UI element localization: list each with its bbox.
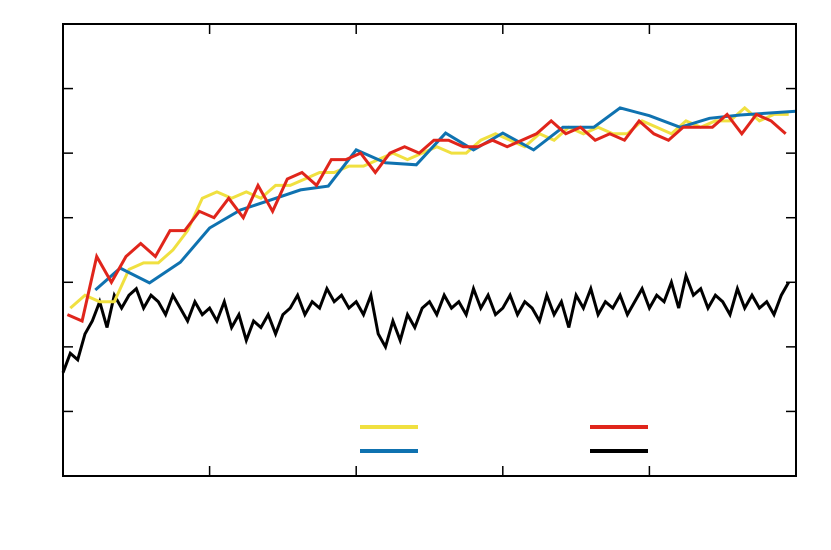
plot-frame	[62, 23, 797, 477]
series-line	[61, 270, 791, 374]
series-line	[94, 106, 797, 292]
series-line	[66, 112, 787, 324]
